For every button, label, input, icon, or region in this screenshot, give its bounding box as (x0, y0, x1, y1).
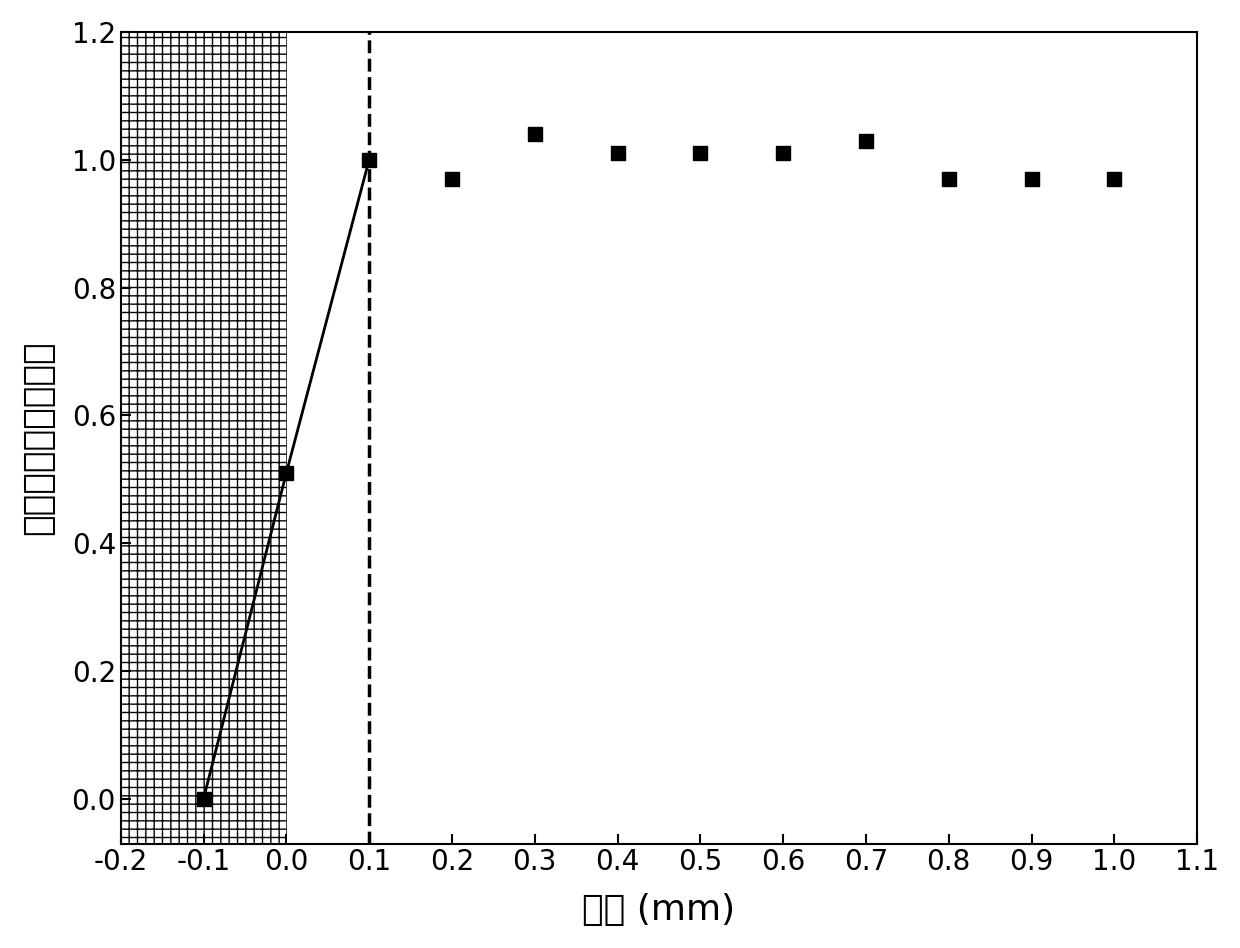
Point (1022, 172, 1042, 187)
Point (525, 126, 544, 141)
Y-axis label: 归一化激光脉冲能量: 归一化激光脉冲能量 (21, 340, 55, 535)
Point (608, 146, 627, 161)
Point (1105, 172, 1125, 187)
Point (441, 172, 461, 187)
X-axis label: 距离 (mm): 距离 (mm) (583, 893, 735, 927)
Bar (120, 32, 286, 844)
Point (939, 172, 959, 187)
Point (774, 146, 794, 161)
Point (691, 146, 711, 161)
Point (856, 133, 875, 148)
